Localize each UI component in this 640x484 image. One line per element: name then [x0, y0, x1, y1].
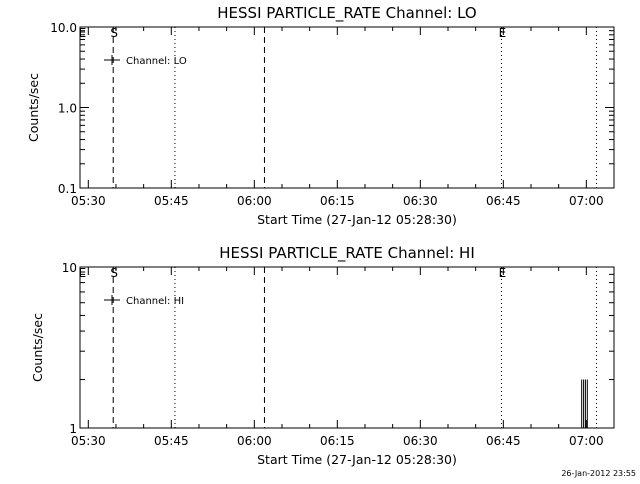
- x-tick-label: 06:15: [320, 434, 355, 448]
- event-marker-label: E: [79, 266, 87, 280]
- chart-title: HESSI PARTICLE_RATE Channel: LO: [217, 4, 476, 23]
- x-tick-label: 06:45: [486, 434, 521, 448]
- series-line: [581, 379, 588, 429]
- event-marker-label: S: [110, 26, 118, 40]
- y-tick-label: 1.0: [58, 102, 77, 116]
- x-axis-label: Start Time (27-Jan-12 05:28:30): [257, 212, 457, 227]
- x-tick-label: 05:30: [71, 194, 106, 208]
- footer-timestamp: 26-Jan-2012 23:55: [561, 469, 636, 478]
- event-marker-label: E: [499, 26, 507, 40]
- chart-panel-1: HESSI PARTICLE_RATE Channel: LO 05:30 05:4…: [26, 4, 615, 227]
- y-axis-label: Counts/sec: [30, 313, 45, 382]
- legend-label: Channel: LO: [126, 56, 187, 67]
- x-tick-label: 06:15: [320, 194, 355, 208]
- x-tick-label: 05:45: [154, 434, 189, 448]
- x-axis-label: Start Time (27-Jan-12 05:28:30): [257, 452, 457, 467]
- chart-title: HESSI PARTICLE_RATE Channel: HI: [219, 244, 475, 263]
- event-marker-label: E: [499, 266, 507, 280]
- plot-frame: [79, 266, 615, 429]
- x-tick-label: 07:00: [569, 194, 604, 208]
- x-tick-label: 05:30: [71, 434, 106, 448]
- x-tick-label: 06:30: [403, 194, 438, 208]
- x-tick-label: 06:45: [486, 194, 521, 208]
- x-tick-label: 07:00: [569, 434, 604, 448]
- plot-frame: [79, 26, 615, 189]
- x-tick-label: 06:00: [237, 434, 272, 448]
- y-tick-label: 1: [69, 422, 77, 436]
- event-marker-label: E: [79, 26, 87, 40]
- x-tick-label: 06:00: [237, 194, 272, 208]
- y-axis-label: Counts/sec: [26, 73, 41, 142]
- legend-label: Channel: HI: [126, 296, 184, 307]
- x-tick-label: 06:30: [403, 434, 438, 448]
- event-marker-label: S: [110, 266, 118, 280]
- y-tick-label: 10: [62, 261, 77, 275]
- chart-panel-2: HESSI PARTICLE_RATE Channel: HI 05:30 05:4…: [30, 244, 615, 467]
- y-tick-label: 10.0: [50, 21, 77, 35]
- x-tick-label: 05:45: [154, 194, 189, 208]
- y-tick-label: 0.1: [58, 182, 77, 196]
